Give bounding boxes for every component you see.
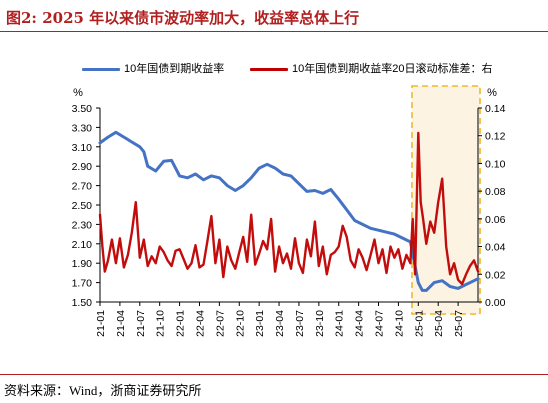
highlight-region (411, 85, 481, 315)
y-left-tick-label: 1.90 (72, 258, 93, 270)
y-right-tick-label: 0.08 (485, 186, 506, 198)
y-left-tick-label: 2.50 (72, 200, 93, 212)
x-tick-label: 22-07 (214, 310, 226, 337)
x-tick-label: 25-04 (433, 310, 445, 337)
y-left-tick-label: 1.70 (72, 278, 93, 290)
y-left-tick-label: 3.30 (72, 122, 93, 134)
legend-item-yield: 10年国债到期收益率 (82, 60, 224, 78)
y-right-tick-label: 0.00 (485, 297, 506, 309)
x-tick-label: 24-04 (354, 310, 366, 337)
x-tick-label: 23-07 (294, 310, 306, 337)
y-left-unit: % (73, 87, 83, 99)
y-left-tick-label: 2.90 (72, 161, 93, 173)
x-tick-label: 23-10 (314, 310, 326, 337)
x-tick-label: 24-01 (334, 310, 346, 337)
x-tick-label: 24-07 (374, 310, 386, 337)
y-left-tick-label: 2.10 (72, 239, 93, 251)
legend-item-stddev: 10年国债到期收益率20日滚动标准差：右 (250, 60, 492, 78)
title-divider (0, 31, 548, 32)
line-chart: 1.50 1.70 1.90 2.10 2.30 2.50 2.70 2.90 3.10 3.30… (72, 85, 506, 337)
y-right-tick-label: 0.06 (485, 214, 506, 226)
x-tick-label: 24-10 (393, 310, 405, 337)
legend-label-yield: 10年国债到期收益率 (124, 63, 225, 75)
x-tick-label: 23-01 (254, 310, 266, 337)
x-tick-label: 21-01 (95, 310, 107, 337)
x-tick-label: 25-01 (413, 310, 425, 337)
series-line-stddev (98, 131, 480, 286)
y-right-unit: % (487, 87, 497, 99)
source-divider (0, 374, 548, 375)
x-tick-label: 21-04 (115, 310, 127, 337)
x-tick-label: 23-04 (274, 310, 286, 337)
legend-swatch-yield (82, 67, 120, 71)
x-tick-label: 21-10 (155, 310, 167, 337)
x-tick-label: 25-07 (453, 310, 465, 337)
y-left-tick-label: 3.10 (72, 142, 93, 154)
figure-title: 图2: 2025 年以来债市波动率加大，收益率总体上行 (6, 9, 360, 27)
series-line-yield (98, 130, 480, 292)
x-tick-label: 22-04 (194, 310, 206, 337)
y-right-tick-label: 0.04 (485, 242, 506, 254)
chart-legend: 10年国债到期收益率 10年国债到期收益率20日滚动标准差：右 (0, 60, 548, 78)
y-right-tick-label: 0.12 (485, 131, 506, 143)
y-left-tick-label: 2.30 (72, 219, 93, 231)
y-right-tick-label: 0.10 (485, 158, 506, 170)
y-left-tick-label: 2.70 (72, 181, 93, 193)
y-right-tick-label: 0.14 (485, 103, 506, 115)
legend-label-stddev: 10年国债到期收益率20日滚动标准差：右 (292, 63, 493, 75)
x-tick-label: 21-07 (135, 310, 147, 337)
x-tick-label: 22-01 (175, 310, 187, 337)
x-tick-label: 22-10 (234, 310, 246, 337)
source-note: 资料来源：Wind，浙商证券研究所 (4, 383, 202, 398)
legend-swatch-stddev (250, 67, 288, 71)
y-left-tick-label: 1.50 (72, 297, 93, 309)
y-left-tick-label: 3.50 (72, 103, 93, 115)
y-right-tick-label: 0.02 (485, 269, 506, 281)
